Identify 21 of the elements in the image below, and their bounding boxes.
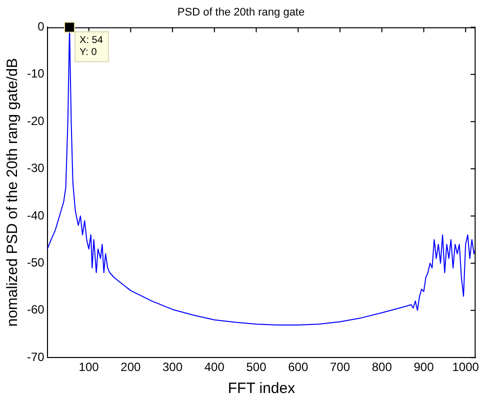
x-tick-label: 800 bbox=[372, 360, 392, 374]
y-tick-label: -70 bbox=[27, 350, 45, 364]
y-tick-label: 0 bbox=[38, 20, 45, 34]
x-axis-title: FFT index bbox=[228, 380, 296, 398]
y-tick-label: -30 bbox=[27, 161, 45, 176]
x-tick-label: 100 bbox=[78, 360, 100, 374]
y-tick-label: -60 bbox=[27, 302, 45, 317]
chart-title: PSD of the 20th rang gate bbox=[177, 6, 305, 19]
x-tick-label: 400 bbox=[204, 360, 225, 374]
x-tick-label: 1000 bbox=[452, 360, 480, 374]
y-tick-label: -20 bbox=[27, 114, 45, 128]
x-tick-label: 900 bbox=[414, 360, 434, 374]
x-tick-label: 600 bbox=[288, 360, 308, 374]
y-tick-label: -10 bbox=[27, 66, 45, 81]
x-tick-label: 700 bbox=[330, 360, 350, 374]
y-tick-label: -40 bbox=[27, 208, 45, 222]
x-tick-label: 500 bbox=[246, 360, 267, 374]
y-tick-label: -50 bbox=[27, 256, 45, 270]
y-axis-title: nomalized PSD of the 20th rang gate/dB bbox=[4, 58, 22, 327]
x-tick-label: 200 bbox=[120, 360, 141, 374]
x-tick-label: 300 bbox=[162, 360, 183, 374]
